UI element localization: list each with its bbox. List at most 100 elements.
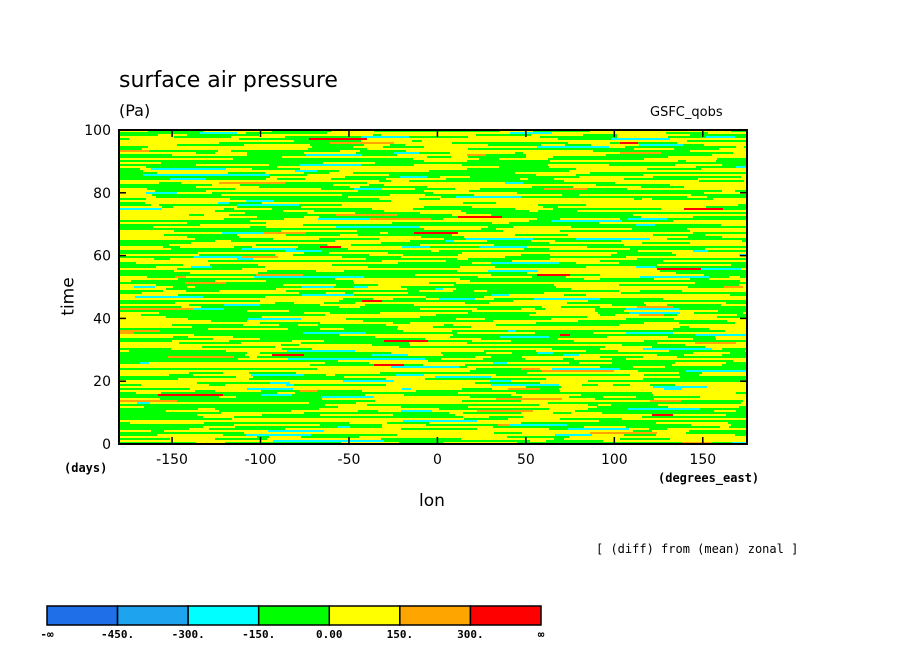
- heatmap-cell: [502, 216, 510, 218]
- heatmap-cell: [562, 194, 579, 196]
- heatmap-cell: [566, 276, 579, 278]
- heatmap-cell: [741, 176, 747, 178]
- heatmap-cell: [264, 282, 326, 284]
- heatmap-cell: [516, 330, 574, 332]
- heatmap-cell: [150, 224, 161, 226]
- heatmap-cell: [177, 268, 242, 270]
- heatmap-cell: [481, 228, 496, 230]
- heatmap-cell: [119, 282, 141, 284]
- heatmap-cell: [119, 190, 155, 192]
- heatmap-cell: [626, 308, 679, 310]
- heatmap-cell: [234, 208, 263, 210]
- heatmap-cell: [360, 376, 435, 378]
- heatmap-cell: [223, 434, 246, 436]
- heatmap-cell: [175, 276, 186, 278]
- heatmap-cell: [458, 392, 516, 394]
- heatmap-cell: [720, 332, 747, 334]
- heatmap-cell: [372, 344, 410, 346]
- heatmap-cell: [654, 246, 731, 248]
- heatmap-cell: [215, 280, 266, 282]
- heatmap-cell: [258, 196, 296, 198]
- heatmap-cell: [499, 382, 540, 384]
- heatmap-cell: [601, 242, 642, 244]
- heatmap-cell: [562, 374, 630, 376]
- heatmap-cell: [465, 330, 508, 332]
- heatmap-cell: [186, 290, 219, 292]
- heatmap-cell: [229, 340, 292, 342]
- heatmap-cell: [385, 170, 429, 172]
- heatmap-cell: [190, 364, 221, 366]
- heatmap-cell: [452, 204, 524, 206]
- heatmap-cell: [379, 198, 419, 200]
- heatmap-cell: [731, 424, 747, 426]
- heatmap-cell: [148, 418, 197, 420]
- heatmap-cell: [119, 232, 161, 234]
- heatmap-cell: [173, 286, 187, 288]
- heatmap-cell: [588, 228, 632, 230]
- heatmap-cell: [456, 196, 521, 198]
- heatmap-cell: [611, 138, 670, 140]
- heatmap-cell: [677, 296, 740, 298]
- heatmap-cell: [712, 348, 722, 350]
- heatmap-cell: [306, 424, 320, 426]
- heatmap-cell: [119, 268, 151, 270]
- heatmap-cell: [720, 292, 747, 294]
- heatmap-cell: [422, 140, 464, 142]
- heatmap-cell: [353, 146, 383, 148]
- heatmap-cell: [559, 388, 600, 390]
- heatmap-cell: [350, 426, 382, 428]
- heatmap-cell: [700, 378, 747, 380]
- heatmap-cell: [172, 324, 243, 326]
- heatmap-cell: [487, 290, 549, 292]
- heatmap-cell: [119, 294, 178, 296]
- heatmap-cell: [300, 168, 343, 170]
- heatmap-cell: [154, 416, 162, 418]
- heatmap-cell: [119, 146, 148, 148]
- heatmap-cell: [348, 418, 413, 420]
- heatmap-cell: [233, 170, 282, 172]
- heatmap-cell: [119, 288, 166, 290]
- heatmap-cell: [275, 302, 294, 304]
- heatmap-cell: [640, 262, 715, 264]
- heatmap-cell: [717, 316, 747, 318]
- heatmap-cell: [256, 274, 303, 276]
- heatmap-cell: [221, 412, 267, 414]
- heatmap-cell: [205, 140, 271, 142]
- heatmap-cell: [496, 324, 558, 326]
- heatmap-cell: [134, 410, 166, 412]
- heatmap-cell: [630, 400, 650, 402]
- heatmap-cell: [743, 156, 747, 158]
- heatmap-cell: [119, 434, 157, 436]
- heatmap-cell: [394, 380, 470, 382]
- heatmap-cell: [119, 348, 171, 350]
- heatmap-cell: [310, 144, 364, 146]
- heatmap-cell: [457, 258, 468, 260]
- heatmap-cell: [119, 256, 160, 258]
- heatmap-cell: [720, 356, 747, 358]
- heatmap-cell: [741, 216, 747, 218]
- heatmap-cell: [480, 140, 532, 142]
- heatmap-cell: [203, 416, 234, 418]
- heatmap-cell: [285, 376, 344, 378]
- heatmap-cell: [668, 156, 743, 158]
- heatmap-cell: [532, 276, 566, 278]
- heatmap-cell: [652, 346, 705, 348]
- heatmap-cell: [496, 398, 562, 400]
- heatmap-cell: [223, 260, 300, 262]
- heatmap-cell: [399, 270, 429, 272]
- heatmap-cell: [150, 338, 204, 340]
- heatmap-cell: [709, 328, 747, 330]
- heatmap-cell: [455, 414, 523, 416]
- heatmap-cell: [708, 258, 729, 260]
- heatmap-cell: [736, 410, 747, 412]
- heatmap-cell: [119, 262, 136, 264]
- heatmap-cell: [695, 198, 713, 200]
- heatmap-cell: [248, 278, 302, 280]
- heatmap-cell: [609, 146, 625, 148]
- heatmap-cell: [354, 282, 381, 284]
- heatmap-cell: [330, 312, 380, 314]
- heatmap-cell: [309, 402, 356, 404]
- heatmap-cell: [483, 422, 521, 424]
- heatmap-cell: [195, 286, 207, 288]
